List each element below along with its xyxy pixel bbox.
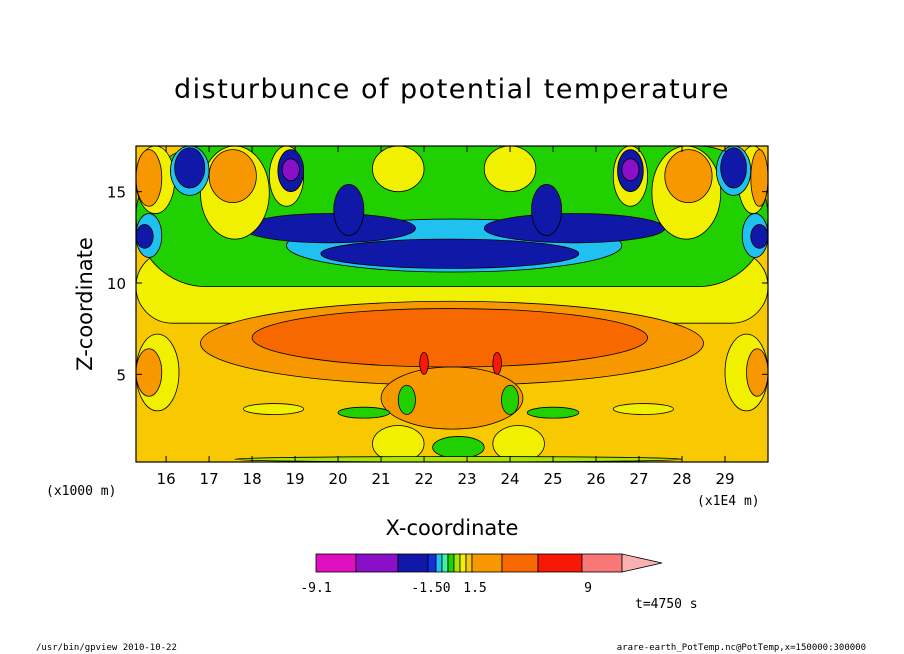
x-tick-label: 19 [286,470,305,488]
x-tick-label: 24 [500,470,519,488]
x-tick-label: 18 [243,470,262,488]
x-tick-label: 21 [372,470,391,488]
colorbar-segment [427,553,437,573]
colorbar [315,553,663,573]
contour-region [419,352,429,375]
contour-region [501,384,520,415]
colorbar-label: 9 [584,581,592,596]
x-tick-label: 27 [629,470,648,488]
contour-region [483,213,666,244]
y-axis: 5 10 15 [107,184,768,384]
colorbar-segment [447,553,455,573]
colorbar-label: -1.50 [411,581,450,596]
x-axis-title: X-coordinate [386,516,519,540]
contour-region [492,352,502,375]
x-unit-left: (x1000 m) [46,484,116,499]
contour-region [208,149,257,204]
contour-region [380,366,524,430]
contour-region [720,147,747,189]
colorbar-segment [355,553,399,573]
x-tick-label: 17 [200,470,219,488]
contour-region [281,158,300,182]
contour-region [526,406,580,419]
contour-region [234,456,683,462]
colorbar-segment [471,553,503,573]
x-tick-label: 16 [157,470,176,488]
contour-region [750,224,768,249]
contour-region [621,158,640,182]
plot-area [136,146,768,462]
contour-region [136,224,154,249]
contour-region [750,149,768,207]
x-unit-right: (x1E4 m) [697,494,760,509]
x-tick-label: 23 [458,470,477,488]
colorbar-segment [501,553,539,573]
contour-region [337,406,391,419]
page-title: disturbunce of potential temperature [174,74,730,105]
colorbar-segment [453,553,461,573]
y-tick-label: 5 [116,366,126,384]
x-tick-label: 29 [715,470,734,488]
contour-region [531,183,563,236]
x-axis: 16 17 18 19 20 21 22 23 24 25 26 27 28 29 [157,146,735,488]
contour-region [136,149,163,207]
contour-region [397,384,416,415]
time-label: t=4750 s [635,597,698,612]
contour-region [243,403,305,415]
contour-region [664,149,713,204]
colorbar-segment [581,553,623,573]
colorbar-label: 1.5 [463,581,486,596]
colorbar-segment [315,553,357,573]
contour-region [251,308,649,368]
contour-region [746,348,768,397]
footer-left: /usr/bin/gpview 2010-10-22 [36,643,177,653]
plot-frame [135,145,769,463]
colorbar-segment [397,553,429,573]
y-axis-title: Z-coordinate [73,237,97,371]
contour-region [483,146,537,193]
colorbar-segment [465,553,473,573]
contour-region [174,147,206,189]
contour-region [320,238,580,269]
contour-region [432,436,485,459]
x-tick-label: 26 [586,470,605,488]
x-tick-label: 22 [415,470,434,488]
x-tick-label: 20 [329,470,348,488]
contour-region [612,403,674,415]
footer-right: arare-earth_PotTemp.nc@PotTemp,x=150000:… [617,643,866,653]
colorbar-segment [435,553,443,573]
x-tick-label: 28 [672,470,691,488]
colorbar-arrow [621,553,663,573]
colorbar-segment [459,553,467,573]
y-tick-label: 15 [107,184,126,202]
colorbar-segment [537,553,583,573]
contour-region [243,213,416,244]
contour-region [136,348,163,397]
colorbar-labels: -9.1 -1.50 1.5 9 [300,581,592,596]
contour-region [372,146,425,193]
colorbar-segment [441,553,449,573]
contour-region [333,183,365,236]
colorbar-label: -9.1 [300,581,331,596]
y-tick-label: 10 [107,275,126,293]
x-tick-label: 25 [543,470,562,488]
